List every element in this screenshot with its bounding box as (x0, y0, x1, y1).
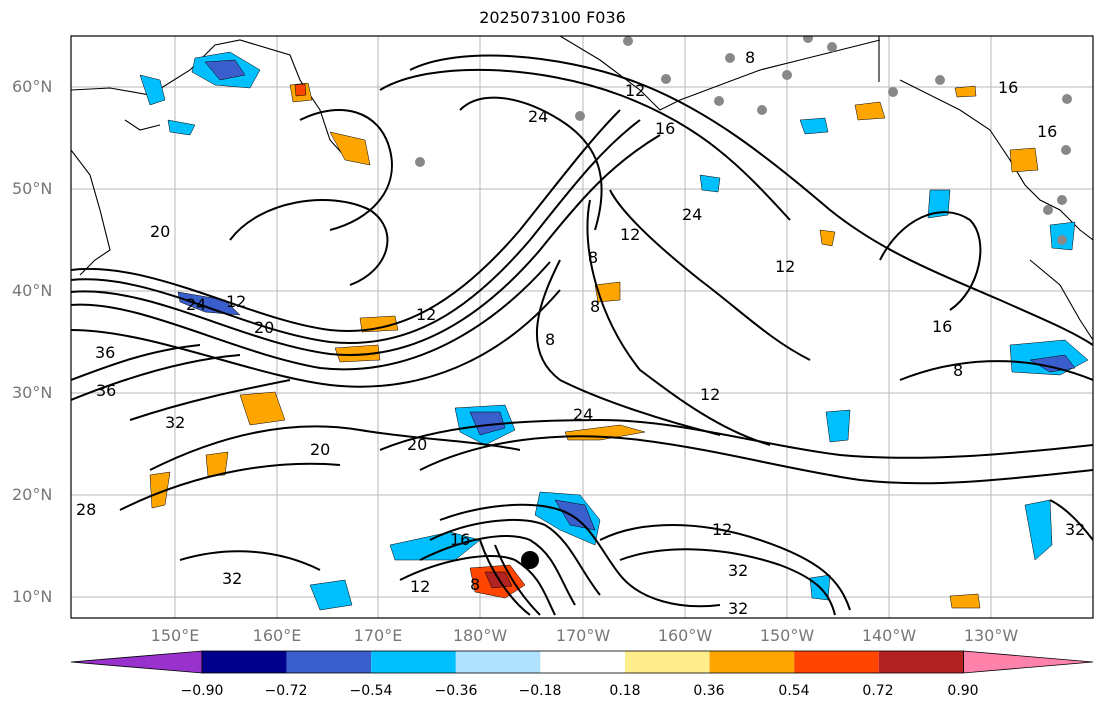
map-frame (70, 35, 1094, 619)
colorbar-segment (625, 651, 710, 673)
map-plot: 8 12 16 16 16 24 12 24 20 12 20 24 12 8 … (71, 36, 1093, 618)
colorbar (70, 650, 1094, 674)
lon-label-140w: 140°W (861, 626, 917, 645)
contour-label: 12 (620, 225, 640, 244)
lon-label-160e: 160°E (252, 626, 302, 645)
shaded-fields (139, 51, 1089, 611)
colorbar-tick: −0.54 (349, 683, 393, 699)
lon-label-150w: 150°W (759, 626, 815, 645)
contour-label: 16 (1037, 122, 1057, 141)
colorbar-tick: 0.18 (609, 683, 641, 699)
contour-label: 8 (588, 248, 598, 267)
contour-label: 32 (728, 599, 748, 618)
lat-label-40n: 40°N (12, 281, 53, 300)
colorbar-tick: 0.54 (778, 683, 810, 699)
colorbar-segment (371, 651, 456, 673)
contour-label: 8 (545, 330, 555, 349)
contours (71, 54, 1093, 616)
contour-label: 16 (655, 119, 675, 138)
contour-label: 24 (573, 405, 593, 424)
contour-label: 16 (932, 317, 952, 336)
contour-label: 20 (310, 440, 330, 459)
contour-label: 32 (728, 561, 748, 580)
colorbar-tick: −0.72 (264, 683, 308, 699)
lat-label-30n: 30°N (12, 383, 53, 402)
colorbar-segment (794, 651, 879, 673)
contour-label: 20 (254, 318, 274, 337)
lon-label-160w: 160°W (657, 626, 713, 645)
lon-label-170w: 170°W (555, 626, 611, 645)
colorbar-extension-low (70, 650, 203, 674)
contour-label: 20 (150, 222, 170, 241)
colorbar-tick: 0.72 (862, 683, 894, 699)
contour-label: 12 (226, 292, 246, 311)
contour-label: 12 (625, 81, 645, 100)
lat-label-60n: 60°N (12, 77, 53, 96)
contour-label: 32 (222, 569, 242, 588)
contour-label: 36 (95, 343, 115, 362)
lat-label-10n: 10°N (12, 587, 53, 606)
contour-label: 24 (186, 295, 206, 314)
colorbar-tick: 0.36 (693, 683, 725, 699)
contour-label: 12 (700, 385, 720, 404)
contour-label: 20 (407, 435, 427, 454)
contour-label: 12 (775, 257, 795, 276)
contour-label: 8 (745, 48, 755, 67)
colorbar-segment (455, 651, 541, 673)
colorbar-tick: −0.90 (180, 683, 224, 699)
contour-label: 16 (450, 530, 470, 549)
coastlines (71, 36, 1093, 341)
contour-label: 12 (416, 305, 436, 324)
contour-label: 8 (590, 297, 600, 316)
contour-label: 12 (712, 520, 732, 539)
contour-label: 24 (682, 205, 702, 224)
lat-label-20n: 20°N (12, 485, 53, 504)
contour-label: 36 (96, 381, 116, 400)
colorbar-frame (201, 650, 964, 674)
colorbar-segment (202, 651, 287, 673)
contour-label: 32 (165, 413, 185, 432)
colorbar-segment (286, 651, 372, 673)
contour-label: 16 (998, 78, 1018, 97)
lon-label-130w: 130°W (963, 626, 1019, 645)
contour-label: 8 (470, 575, 480, 594)
contour-label: 8 (953, 361, 963, 380)
colorbar-tick: −0.36 (434, 683, 478, 699)
colorbar-segment (540, 651, 625, 673)
colorbar-extension-high (963, 650, 1094, 674)
contour-label: 12 (410, 577, 430, 596)
colorbar-segment (709, 651, 795, 673)
colorbar-tick: −0.18 (518, 683, 562, 699)
lon-label-150e: 150°E (150, 626, 200, 645)
lon-label-180w: 180°W (452, 626, 508, 645)
contour-labels: 8 12 16 16 16 24 12 24 20 12 20 24 12 8 … (76, 48, 1085, 618)
colorbar-segment (878, 651, 964, 673)
colorbar-tick: 0.90 (947, 683, 979, 699)
contour-label: 24 (528, 107, 548, 126)
contour-label: 28 (76, 500, 96, 519)
contour-label: 32 (1065, 520, 1085, 539)
map-title: 2025073100 F036 (479, 8, 626, 27)
lat-label-50n: 50°N (12, 179, 53, 198)
lon-label-170e: 170°E (353, 626, 403, 645)
station-dots (415, 36, 1072, 245)
